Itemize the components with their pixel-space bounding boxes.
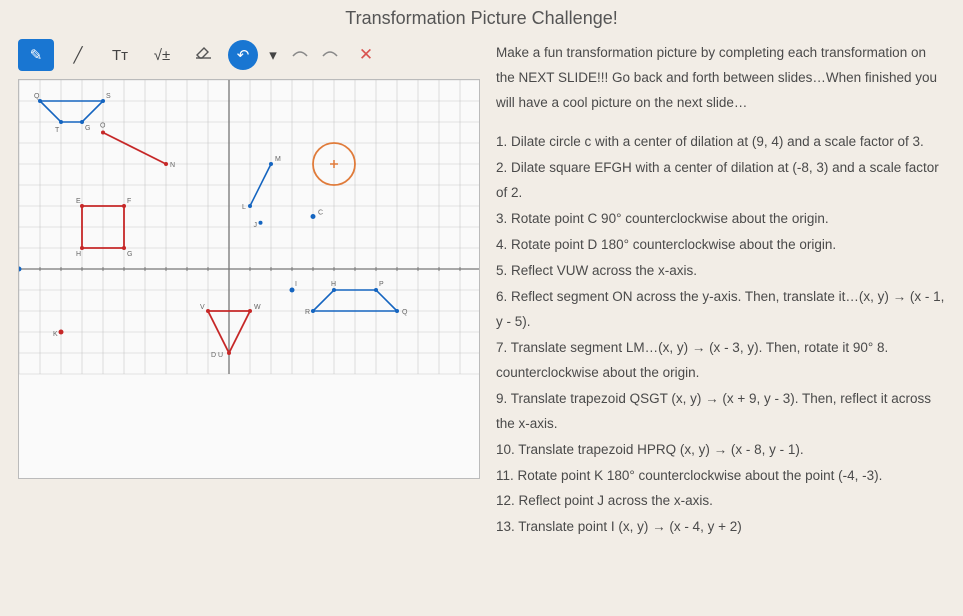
step-item: 6. Reflect segment ON across the y-axis.… bbox=[496, 285, 945, 335]
page-title: Transformation Picture Challenge! bbox=[18, 8, 945, 29]
step-item: 11. Rotate point K 180° counterclockwise… bbox=[496, 464, 945, 489]
text-icon: Tᴛ bbox=[112, 47, 128, 64]
eraser-tool-button[interactable] bbox=[186, 39, 222, 71]
step-item: 3. Rotate point C 90° counterclockwise a… bbox=[496, 207, 945, 232]
color-dropdown-button[interactable]: ▾ bbox=[264, 39, 282, 71]
svg-text:F: F bbox=[127, 198, 131, 205]
svg-text:E: E bbox=[76, 198, 81, 205]
svg-text:N: N bbox=[170, 162, 175, 169]
instructions-panel: Make a fun transformation picture by com… bbox=[496, 39, 945, 541]
step-item: 12. Reflect point J across the x-axis. bbox=[496, 489, 945, 514]
svg-text:H: H bbox=[331, 281, 336, 288]
pencil-tool-button[interactable]: ✎ bbox=[18, 39, 54, 71]
undo-icon: ↶ bbox=[237, 46, 250, 64]
step-item: 2. Dilate square EFGH with a center of d… bbox=[496, 156, 945, 206]
svg-text:G: G bbox=[85, 125, 90, 132]
svg-text:L: L bbox=[242, 204, 246, 211]
svg-text:M: M bbox=[275, 156, 281, 163]
svg-text:Q: Q bbox=[34, 93, 40, 100]
svg-text:W: W bbox=[254, 304, 261, 311]
intro-text: Make a fun transformation picture by com… bbox=[496, 41, 945, 116]
svg-text:T: T bbox=[55, 127, 60, 134]
svg-text:K: K bbox=[53, 331, 58, 338]
svg-text:O: O bbox=[100, 123, 106, 130]
svg-text:H: H bbox=[76, 251, 81, 258]
curve-1-button[interactable] bbox=[288, 39, 312, 71]
undo-button[interactable]: ↶ bbox=[228, 40, 258, 70]
svg-text:P: P bbox=[379, 281, 384, 288]
pencil-icon: ✎ bbox=[30, 46, 43, 64]
step-item: 9. Translate trapezoid QSGT (x, y) → (x … bbox=[496, 387, 945, 437]
chevron-down-icon: ▾ bbox=[269, 46, 277, 64]
text-tool-button[interactable]: Tᴛ bbox=[102, 39, 138, 71]
curve-2-button[interactable] bbox=[318, 39, 342, 71]
svg-text:S: S bbox=[106, 93, 111, 100]
line-tool-button[interactable]: ╱ bbox=[60, 39, 96, 71]
svg-text:R: R bbox=[305, 309, 310, 316]
step-item: 13. Translate point I (x, y) → (x - 4, y… bbox=[496, 515, 945, 540]
line-icon: ╱ bbox=[73, 46, 82, 64]
curve-icon bbox=[291, 46, 309, 64]
math-icon: √± bbox=[154, 47, 170, 64]
math-tool-button[interactable]: √± bbox=[144, 39, 180, 71]
svg-text:D U: D U bbox=[211, 352, 223, 359]
coordinate-graph[interactable]: QSGTONEFGHLMC-DKVWD UIHPQRJ bbox=[18, 79, 480, 479]
svg-text:J: J bbox=[254, 222, 258, 229]
svg-text:I: I bbox=[295, 281, 297, 288]
eraser-icon bbox=[195, 46, 213, 64]
step-item: 4. Rotate point D 180° counterclockwise … bbox=[496, 233, 945, 258]
close-button[interactable]: ✕ bbox=[348, 39, 384, 71]
close-icon: ✕ bbox=[359, 45, 373, 65]
step-item: 10. Translate trapezoid HPRQ (x, y) → (x… bbox=[496, 438, 945, 463]
step-item: 5. Reflect VUW across the x-axis. bbox=[496, 259, 945, 284]
svg-text:G: G bbox=[127, 251, 132, 258]
step-item: 7. Translate segment LM…(x, y) → (x - 3,… bbox=[496, 336, 945, 386]
step-item: 1. Dilate circle c with a center of dila… bbox=[496, 130, 945, 155]
steps-list: 1. Dilate circle c with a center of dila… bbox=[496, 130, 945, 541]
svg-text:V: V bbox=[200, 304, 205, 311]
curve-icon bbox=[321, 46, 339, 64]
svg-text:C: C bbox=[318, 210, 323, 217]
toolbar: ✎ ╱ Tᴛ √± ↶ ▾ ✕ bbox=[18, 39, 480, 71]
svg-text:Q: Q bbox=[402, 309, 408, 316]
